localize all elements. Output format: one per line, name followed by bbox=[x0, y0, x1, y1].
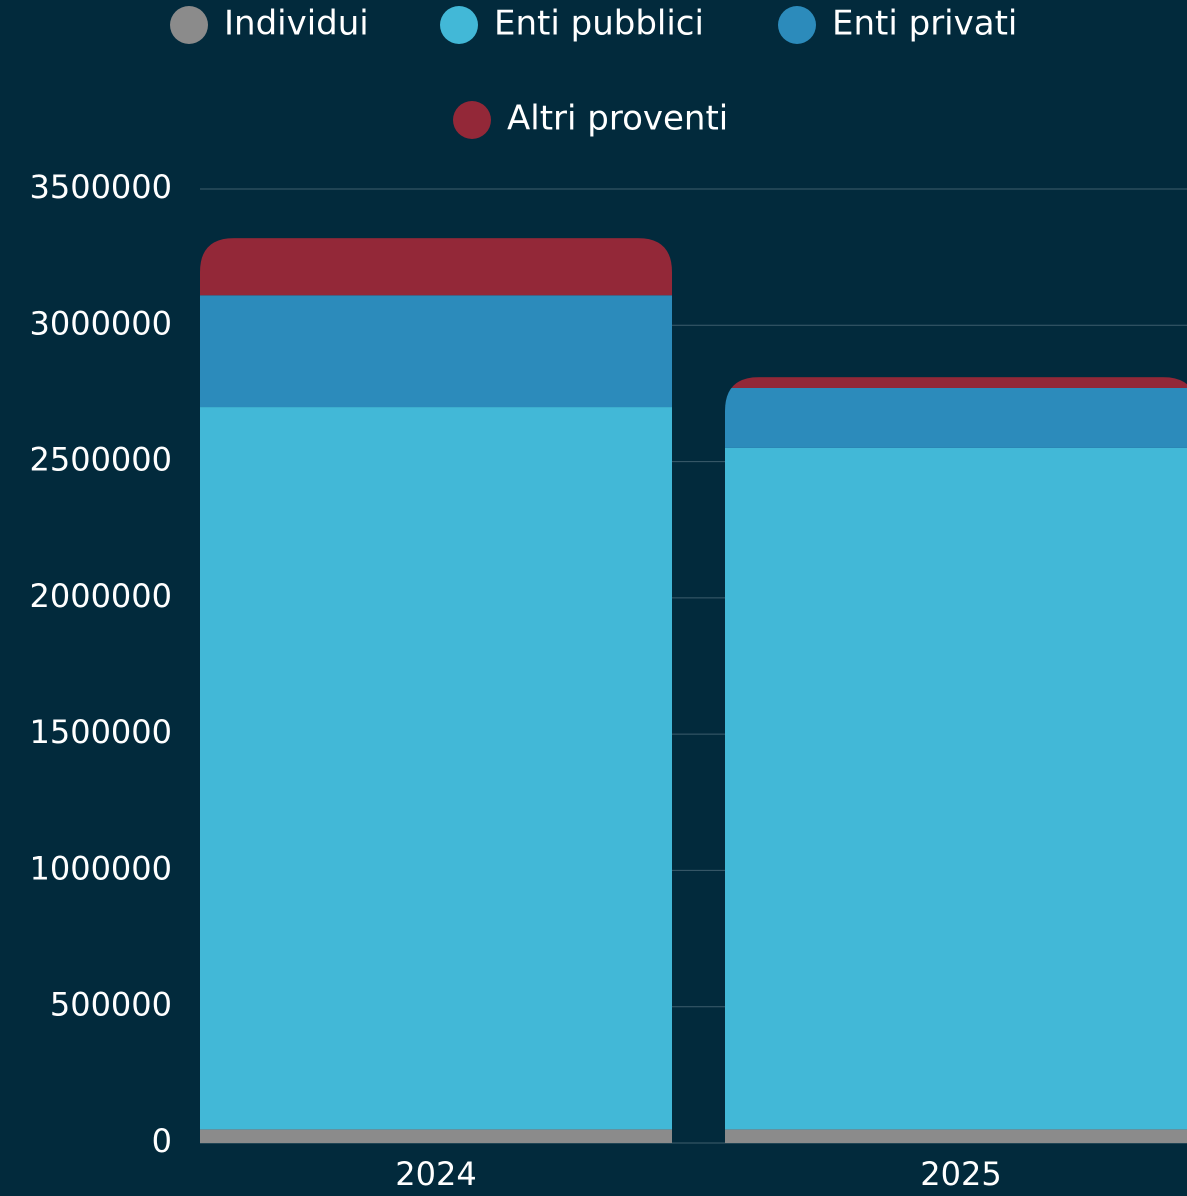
legend-label: Individui bbox=[224, 4, 369, 44]
y-tick-label: 500000 bbox=[50, 986, 172, 1024]
legend-label: Enti privati bbox=[832, 4, 1017, 44]
y-tick-label: 2000000 bbox=[29, 577, 172, 615]
bar-segment bbox=[725, 377, 1187, 388]
legend-label: Altri proventi bbox=[507, 99, 728, 139]
bar-segment bbox=[200, 295, 672, 408]
y-tick-label: 0 bbox=[152, 1122, 172, 1160]
y-tick-label: 3000000 bbox=[29, 304, 172, 342]
bar-segment bbox=[725, 1129, 1187, 1143]
bar-segment bbox=[200, 407, 672, 1130]
x-tick-label: 2025 bbox=[920, 1155, 1001, 1193]
legend-swatch bbox=[440, 6, 478, 44]
bar-segment bbox=[725, 447, 1187, 1130]
y-tick-label: 1000000 bbox=[29, 849, 172, 887]
legend-label: Enti pubblici bbox=[494, 4, 704, 44]
y-tick-label: 1500000 bbox=[29, 713, 172, 751]
legend-swatch bbox=[170, 6, 208, 44]
legend-swatch bbox=[453, 101, 491, 139]
bar-stack bbox=[200, 238, 672, 1143]
legend-swatch bbox=[778, 6, 816, 44]
x-tick-label: 2024 bbox=[395, 1155, 476, 1193]
bar-segment bbox=[725, 387, 1187, 448]
y-tick-label: 3500000 bbox=[29, 168, 172, 206]
bar-segment bbox=[200, 1129, 672, 1143]
bar-segment bbox=[200, 238, 672, 296]
y-tick-label: 2500000 bbox=[29, 441, 172, 479]
bar-stack bbox=[725, 377, 1187, 1143]
